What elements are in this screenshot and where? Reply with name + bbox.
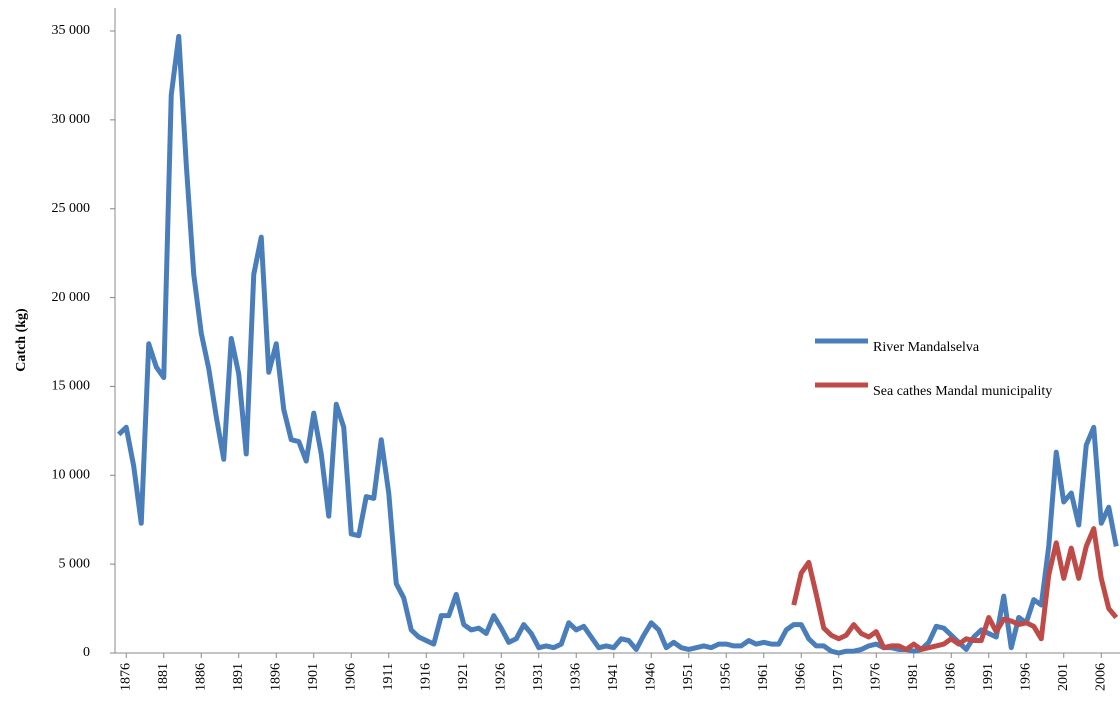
x-tick-label: 1921 xyxy=(456,663,471,691)
x-tick-label: 1926 xyxy=(493,663,508,691)
y-axis-label: Catch (kg) xyxy=(14,308,29,372)
y-tick-label: 5 000 xyxy=(59,556,91,571)
x-tick-label: 1956 xyxy=(718,663,733,691)
y-tick-label: 30 000 xyxy=(52,112,91,127)
x-tick-label: 1986 xyxy=(943,663,958,691)
y-tick-label: 0 xyxy=(83,645,90,660)
x-tick-label: 1916 xyxy=(418,663,433,691)
series-line xyxy=(117,33,1119,656)
x-tick-label: 1966 xyxy=(793,663,808,691)
x-tick-label: 1876 xyxy=(118,663,133,691)
x-tick-label: 1951 xyxy=(681,663,696,691)
x-tick-label: 1941 xyxy=(606,663,621,691)
x-tick-label: 1901 xyxy=(306,663,321,691)
x-tick-label: 1946 xyxy=(643,663,658,691)
x-tick-label: 1891 xyxy=(231,663,246,691)
x-tick-label: 1961 xyxy=(756,663,771,691)
y-tick-label: 15 000 xyxy=(52,379,91,394)
legend-label: River Mandalselva xyxy=(873,340,980,355)
x-tick-label: 1911 xyxy=(381,663,396,690)
x-tick-label: 1991 xyxy=(981,663,996,691)
x-tick-label: 1981 xyxy=(906,663,921,691)
x-tick-label: 1906 xyxy=(343,663,358,691)
x-tick-label: 1971 xyxy=(831,663,846,691)
y-tick-label: 35 000 xyxy=(52,23,91,38)
x-tick-label: 2001 xyxy=(1056,663,1071,691)
x-tick-label: 1936 xyxy=(568,663,583,691)
x-tick-label: 1976 xyxy=(868,663,883,691)
x-tick-label: 1996 xyxy=(1018,663,1033,691)
x-tick-label: 1881 xyxy=(156,663,171,691)
y-tick-label: 25 000 xyxy=(52,201,91,216)
legend-label: Sea cathes Mandal municipality xyxy=(873,384,1052,399)
x-tick-label: 1896 xyxy=(268,663,283,691)
x-tick-label: 2006 xyxy=(1093,663,1108,691)
y-tick-label: 20 000 xyxy=(52,290,91,305)
x-tick-label: 1931 xyxy=(531,663,546,691)
series-line xyxy=(791,526,1119,652)
y-tick-label: 10 000 xyxy=(52,468,91,483)
x-tick-label: 1886 xyxy=(193,663,208,691)
